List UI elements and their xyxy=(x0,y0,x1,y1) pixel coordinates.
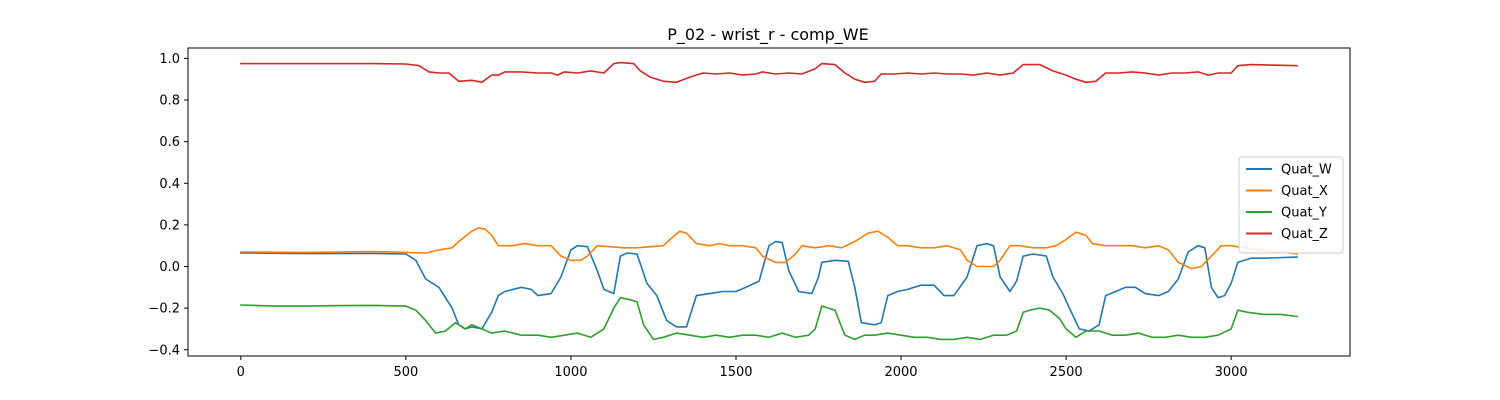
y-tick-label: 1.0 xyxy=(159,52,180,67)
x-tick-label: 1500 xyxy=(719,365,752,380)
x-axis: 0 500 1000 1500 2000 2500 3000 xyxy=(237,356,1248,380)
y-tick-label: −0.2 xyxy=(148,302,180,317)
x-tick-label: 1000 xyxy=(554,365,587,380)
x-tick-label: 0 xyxy=(237,365,245,380)
axes-frame xyxy=(187,47,1351,357)
x-tick-label: 2500 xyxy=(1050,365,1083,380)
legend-label: Quat_X xyxy=(1281,184,1328,199)
series-line-quat-y xyxy=(240,296,1298,341)
legend: Quat_W Quat_X Quat_Y Quat_Z xyxy=(1238,156,1344,254)
y-tick-label: 0.6 xyxy=(159,135,180,150)
legend-label: Quat_Y xyxy=(1281,206,1327,221)
x-tick-label: 500 xyxy=(393,365,418,380)
y-axis: −0.4 −0.2 0.0 0.2 0.4 0.6 0.8 1.0 xyxy=(148,52,188,358)
chart-title: P_02 - wrist_r - comp_WE xyxy=(667,25,868,45)
y-tick-label: 0.2 xyxy=(159,218,180,233)
y-tick-label: −0.4 xyxy=(148,343,180,358)
y-tick-label: 0.4 xyxy=(159,177,180,192)
x-tick-label: 2000 xyxy=(884,365,917,380)
x-tick-label: 3000 xyxy=(1215,365,1248,380)
legend-label: Quat_Z xyxy=(1281,227,1328,242)
series-line-quat-w xyxy=(240,240,1298,332)
legend-box xyxy=(1238,156,1344,254)
y-tick-label: 0.8 xyxy=(159,94,180,109)
series-line-quat-x xyxy=(240,227,1298,270)
legend-label: Quat_W xyxy=(1281,163,1332,178)
y-tick-label: 0.0 xyxy=(159,260,180,275)
series-line-quat-z xyxy=(240,61,1298,84)
plot-lines xyxy=(240,61,1298,341)
